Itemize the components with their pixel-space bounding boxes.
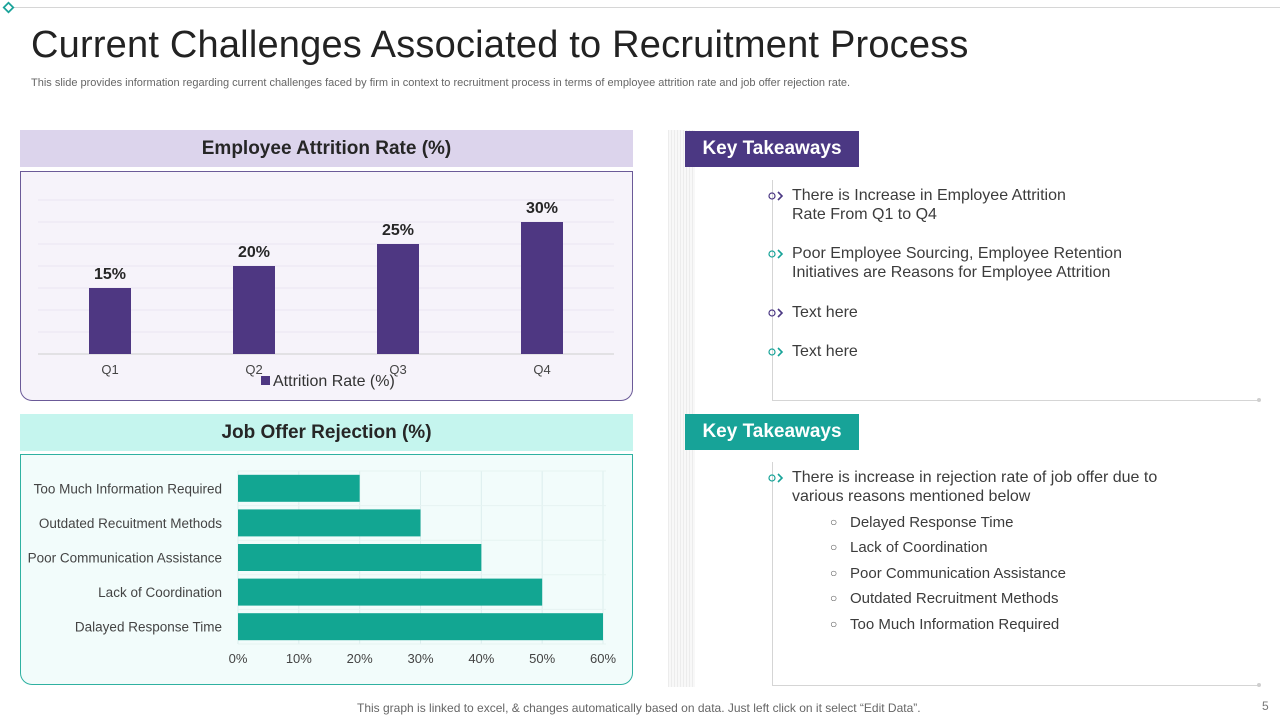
takeaway-point: Text here — [768, 303, 1188, 324]
takeaway-frame-line — [772, 180, 773, 400]
attrition-chart[interactable]: 15% Q1 20% Q2 25% Q3 30% Q4 Attrition Rate (%) — [21, 172, 634, 402]
x-tick-label: Q4 — [533, 362, 550, 377]
attrition-chart-header: Employee Attrition Rate (%) — [20, 130, 633, 167]
circle-bullet-icon: ○ — [830, 515, 838, 529]
frame-end-dot — [1257, 683, 1261, 687]
divider-strip — [668, 130, 695, 687]
circle-chevron-bullet-icon — [768, 473, 784, 483]
bar — [238, 474, 360, 502]
takeaway-sub-point: ○ Lack of Coordination — [830, 539, 988, 556]
x-tick-label: 10% — [286, 651, 312, 666]
x-tick-label: 40% — [468, 651, 494, 666]
top-rule — [14, 7, 1280, 8]
data-label: 30% — [526, 200, 558, 217]
circle-chevron-bullet-icon — [768, 191, 784, 201]
rejection-chart-box[interactable]: 0% 10% 20% 30% 40% 50% 60% Too Much Information… — [20, 454, 633, 685]
x-tick-label: Q2 — [245, 362, 262, 377]
x-tick-label: Q1 — [101, 362, 118, 377]
x-tick-label: Q3 — [389, 362, 406, 377]
takeaway-frame-line — [772, 462, 773, 685]
y-tick-label: Too Much Information Required — [34, 481, 222, 496]
slide-subtitle: This slide provides information regardin… — [31, 77, 851, 89]
takeaway-sub-point: ○ Outdated Recruitment Methods — [830, 590, 1059, 607]
bar — [521, 222, 563, 354]
takeaway-sub-point: ○ Poor Communication Assistance — [830, 565, 1066, 582]
x-tick-label: 0% — [229, 651, 248, 666]
data-label: 20% — [238, 244, 270, 261]
rejection-chart-header: Job Offer Rejection (%) — [20, 414, 633, 451]
y-tick-label: Poor Communication Assistance — [28, 551, 222, 566]
y-tick-label: Outdated Recuitment Methods — [39, 516, 222, 531]
rejection-chart[interactable]: 0% 10% 20% 30% 40% 50% 60% Too Much Information… — [21, 455, 634, 686]
key-takeaways-label-2: Key Takeaways — [685, 414, 859, 450]
key-takeaways-label-1: Key Takeaways — [685, 131, 859, 167]
frame-end-dot — [1257, 398, 1261, 402]
takeaway-point: Text here — [768, 342, 1188, 363]
bar — [233, 266, 275, 354]
attrition-chart-box[interactable]: 15% Q1 20% Q2 25% Q3 30% Q4 Attrition Rate (%) — [20, 171, 633, 401]
takeaway-point: There is Increase in Employee Attrition … — [768, 186, 1188, 224]
y-tick-label: Lack of Coordination — [98, 585, 222, 600]
bar — [238, 613, 603, 641]
circle-bullet-icon: ○ — [830, 591, 838, 605]
bar — [377, 244, 419, 354]
x-tick-label: 20% — [347, 651, 373, 666]
diamond-logo-icon — [2, 1, 15, 14]
takeaway-point: There is increase in rejection rate of j… — [768, 468, 1188, 506]
circle-bullet-icon: ○ — [830, 566, 838, 580]
circle-chevron-bullet-icon — [768, 347, 784, 357]
circle-chevron-bullet-icon — [768, 249, 784, 259]
takeaway-point: Poor Employee Sourcing, Employee Retenti… — [768, 244, 1188, 282]
x-tick-label: 50% — [529, 651, 555, 666]
legend-swatch — [261, 376, 270, 385]
bar — [89, 288, 131, 354]
y-tick-label: Dalayed Response Time — [75, 620, 222, 635]
footer-note: This graph is linked to excel, & changes… — [357, 701, 921, 715]
bar — [238, 509, 421, 537]
takeaway-sub-point: ○ Delayed Response Time — [830, 514, 1014, 531]
data-label: 15% — [94, 266, 126, 283]
bar — [238, 578, 543, 606]
x-tick-label: 30% — [407, 651, 433, 666]
circle-bullet-icon: ○ — [830, 540, 838, 554]
takeaway-frame-line — [772, 400, 1259, 401]
x-tick-label: 60% — [590, 651, 616, 666]
circle-chevron-bullet-icon — [768, 308, 784, 318]
takeaway-frame-line — [772, 685, 1259, 686]
data-label: 25% — [382, 222, 414, 239]
takeaway-sub-point: ○ Too Much Information Required — [830, 616, 1060, 633]
bar — [238, 544, 482, 571]
legend-label: Attrition Rate (%) — [273, 373, 395, 390]
circle-bullet-icon: ○ — [830, 617, 838, 631]
slide-title: Current Challenges Associated to Recruit… — [31, 24, 969, 66]
page-number: 5 — [1262, 699, 1269, 713]
